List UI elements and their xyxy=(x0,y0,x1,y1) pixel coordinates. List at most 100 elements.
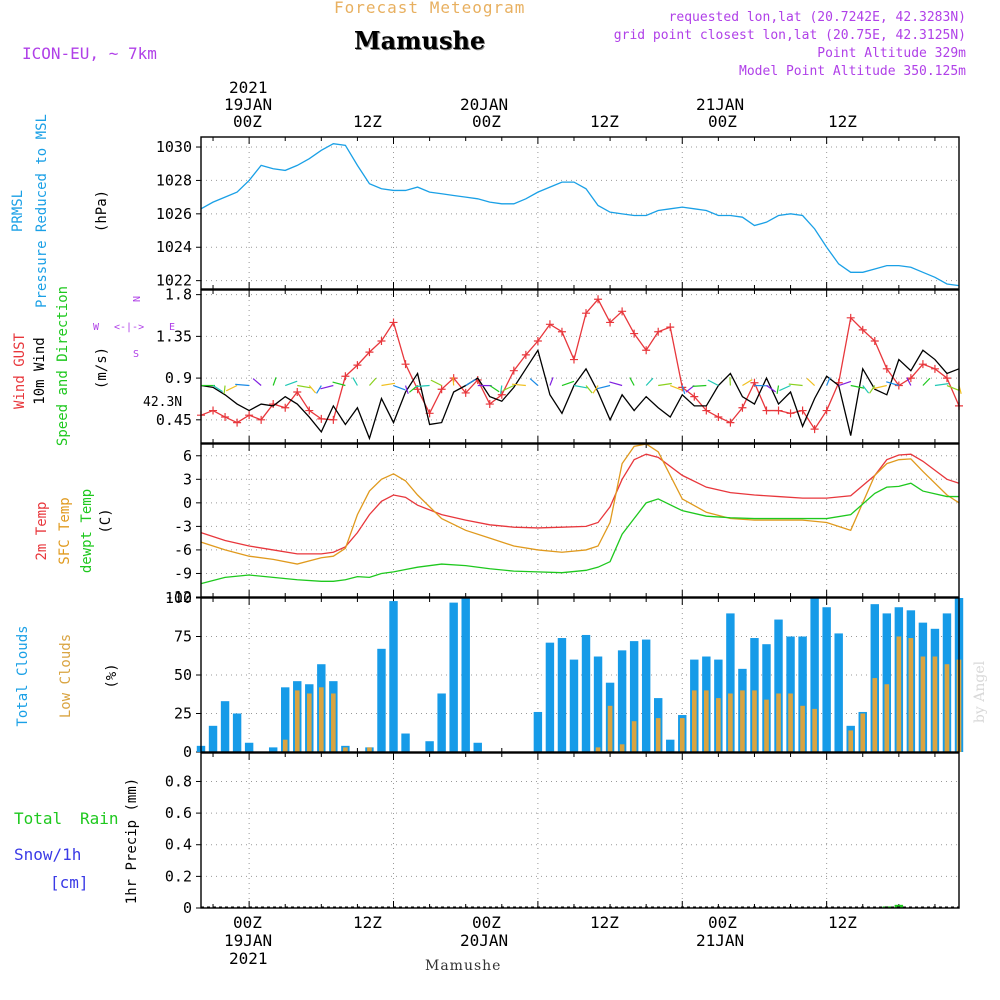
wind-direction-arrow xyxy=(316,385,322,394)
wind-direction-arrow xyxy=(609,381,623,387)
gust-marker xyxy=(233,418,242,427)
wind-direction-arrow xyxy=(430,379,442,387)
y-tick-label: 1030 xyxy=(156,138,192,156)
gust-marker xyxy=(726,418,735,427)
gust-marker xyxy=(606,318,615,327)
y-tick-label: 100 xyxy=(165,589,192,607)
low-clouds-bar xyxy=(716,698,721,752)
wind-direction-arrow xyxy=(212,385,223,393)
low-clouds-bar xyxy=(908,638,914,752)
total-clouds-bar xyxy=(762,644,771,752)
low-clouds-bar xyxy=(848,730,854,752)
wind-direction-arrow xyxy=(645,377,654,386)
model-altitude: Model Point Altitude 350.125m xyxy=(739,64,966,79)
y-tick-label: 1028 xyxy=(156,171,192,189)
wind-direction-arrow xyxy=(766,385,777,393)
total-clouds-bar xyxy=(798,636,807,752)
wind-direction-arrow xyxy=(285,380,298,387)
total-clouds-bar xyxy=(449,602,458,752)
total-clouds-bar xyxy=(401,733,410,752)
gust-marker xyxy=(810,425,819,434)
low-clouds-bar xyxy=(884,684,890,752)
gust-marker xyxy=(437,385,446,394)
gust-marker xyxy=(882,364,891,373)
wind-direction-arrow xyxy=(352,377,358,386)
wind-direction-arrow xyxy=(549,377,554,386)
gust-marker xyxy=(209,406,218,415)
wind-direction-arrow xyxy=(368,377,377,386)
wind-direction-arrow xyxy=(308,385,317,394)
top-date-label: 21JAN xyxy=(696,95,745,114)
gust-marker xyxy=(293,388,302,396)
low-clouds-bar xyxy=(728,693,733,752)
gust-marker xyxy=(557,327,566,336)
total-clouds-bar xyxy=(726,613,735,752)
top-tick-label: 12Z xyxy=(828,112,857,131)
total-clouds-bar xyxy=(545,642,555,752)
total-clouds-bar xyxy=(533,711,543,752)
wind-direction-arrow xyxy=(404,385,409,394)
total-clouds-bar xyxy=(244,742,254,752)
point-altitude: Point Altitude 329m xyxy=(817,46,966,61)
gust-marker xyxy=(317,414,326,423)
y-tick-label: -12 xyxy=(165,588,192,606)
low-clouds-bar xyxy=(800,705,805,752)
wind-direction-arrow xyxy=(529,378,539,386)
total-clouds-bar xyxy=(389,601,398,752)
gust-marker xyxy=(569,355,578,364)
wind-direction-arrow xyxy=(499,385,503,394)
low-clouds-bar xyxy=(607,705,613,752)
clouds-plot: 0 25 50 75 100 xyxy=(165,589,964,761)
wind-direction-arrow xyxy=(596,384,611,390)
gust-marker xyxy=(509,366,518,375)
total-clouds-bar xyxy=(569,659,579,752)
gust-marker xyxy=(485,400,494,409)
wind-direction-arrow xyxy=(742,379,753,387)
bottom-tick-label: 00Z xyxy=(708,913,737,932)
gust-marker xyxy=(594,295,603,304)
y-tick-label: 50 xyxy=(174,666,192,684)
wind-direction-arrow xyxy=(235,383,250,387)
compass-arrows: <-|-> xyxy=(114,322,144,333)
total-clouds-bar xyxy=(629,641,639,752)
gust-marker xyxy=(942,374,951,383)
wind-direction-arrow xyxy=(692,384,707,387)
gust-marker xyxy=(714,413,723,422)
low-clouds-bar xyxy=(679,718,685,752)
low-clouds-bar xyxy=(343,747,348,752)
y-tick-label: 3 xyxy=(183,470,192,488)
top-year-label: 2021 xyxy=(229,78,268,97)
wind-direction-arrow xyxy=(592,385,599,394)
2m-temp-line xyxy=(200,453,960,555)
wind-direction-arrow xyxy=(332,381,346,387)
wind-direction-arrow xyxy=(415,384,430,388)
wind-direction-arrow xyxy=(585,385,593,394)
gust-marker xyxy=(630,329,639,338)
prmsl-line xyxy=(200,143,960,287)
gust-marker xyxy=(221,413,230,422)
low-clouds-bar xyxy=(595,747,601,752)
low-clouds-bar xyxy=(920,656,926,752)
10m-wind-line xyxy=(200,348,960,441)
top-tick-label: 00Z xyxy=(233,112,262,131)
wind-direction-arrow xyxy=(573,384,588,389)
wind-direction-arrow xyxy=(886,381,900,387)
top-tick-label: 12Z xyxy=(590,112,619,131)
wind-direction-arrow xyxy=(838,380,852,387)
top-tick-label: 00Z xyxy=(708,112,737,131)
gust-marker xyxy=(618,307,627,316)
total-clouds-bar xyxy=(641,639,651,752)
wind-direction-arrow xyxy=(788,383,803,387)
y-tick-label: 0 xyxy=(183,743,192,761)
bottom-date-label: 19JAN xyxy=(224,931,273,950)
compass-east: E xyxy=(169,322,175,333)
top-date-label: 20JAN xyxy=(460,95,509,114)
panel-frame xyxy=(200,289,960,444)
wind-direction-arrow xyxy=(225,384,238,392)
gust-marker xyxy=(341,372,350,381)
low-clouds-bar xyxy=(282,739,288,752)
total-clouds-bar xyxy=(593,656,603,752)
wind-direction-arrow xyxy=(511,383,526,387)
gust-marker xyxy=(690,392,699,401)
total-clouds-bar xyxy=(834,633,843,752)
